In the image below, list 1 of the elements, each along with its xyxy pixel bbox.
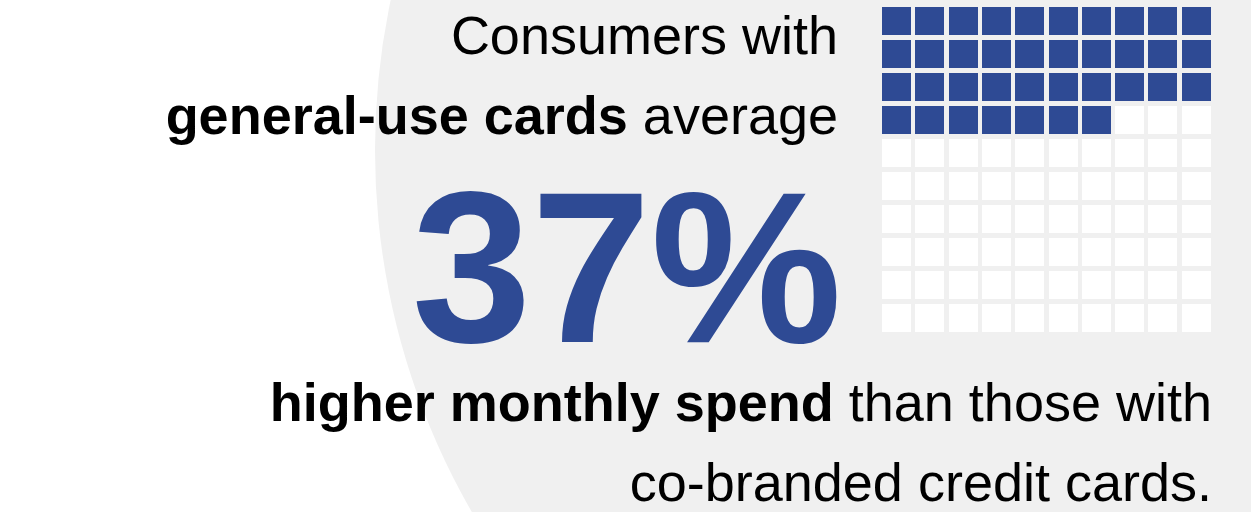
chart-title: Consumers with general-use cards average (165, 5, 839, 145)
